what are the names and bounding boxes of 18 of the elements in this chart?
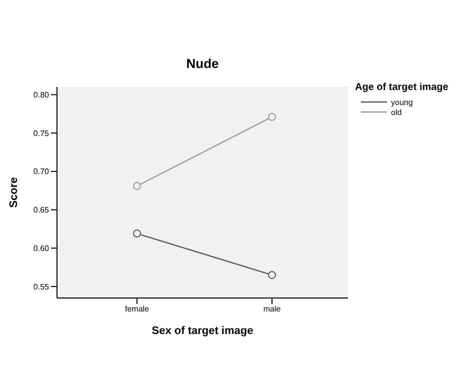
point [133, 230, 141, 238]
y-tick-label: 0.80 [33, 90, 50, 100]
y-tick-label: 0.70 [33, 167, 50, 176]
chart-title: Nude [185, 56, 220, 71]
legend-label: young [391, 98, 413, 106]
legend-title: Age of target image [355, 82, 448, 93]
point [133, 182, 141, 190]
y-tick-label: 0.55 [33, 282, 50, 292]
point [268, 112, 276, 121]
y-tick-label: 0.65 [33, 206, 50, 215]
point [268, 270, 276, 279]
y-tick-label: 0.60 [33, 244, 50, 253]
x-axis-title: Sex of target image [152, 325, 254, 337]
legend-label: old [391, 108, 402, 116]
y-axis-title: Score [8, 177, 20, 208]
x-tick-label: female [124, 304, 150, 314]
y-tick-label: 0.75 [33, 128, 50, 138]
x-tick-label: male [263, 304, 282, 314]
